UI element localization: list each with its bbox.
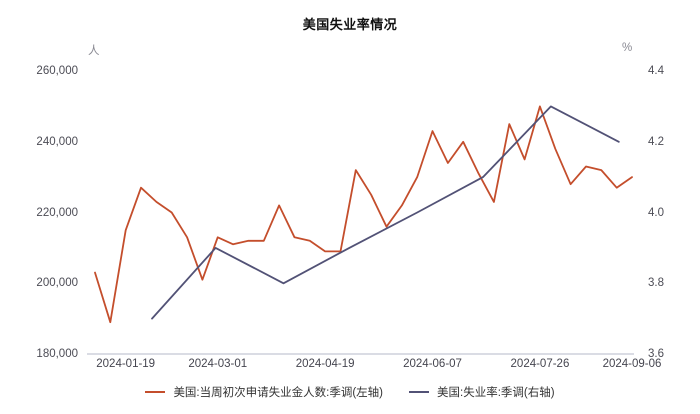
legend-item-unemployment: 美国:失业率:季调(右轴) [409,384,555,400]
legend-label-claims: 美国:当周初次申请失业金人数:季调(左轴) [173,387,383,399]
legend-item-claims: 美国:当周初次申请失业金人数:季调(左轴) [145,384,383,400]
x-axis-tick-label: 2024-07-26 [510,358,570,370]
right-axis-tick-label: 4.0 [648,206,664,219]
left-axis-tick-label: 240,000 [36,135,78,148]
x-axis-tick-label: 2024-03-01 [188,358,248,370]
right-axis-tick-label: 3.8 [648,277,664,290]
left-axis-unit-label: 人 [88,45,100,57]
right-axis-tick-label: 4.4 [648,65,664,77]
x-axis-tick-label: 2024-06-07 [403,358,462,370]
left-axis-tick-label: 200,000 [36,277,78,290]
left-axis-tick-label: 260,000 [36,65,78,77]
legend: 美国:当周初次申请失业金人数:季调(左轴) 美国:失业率:季调(右轴) [0,384,700,400]
left-axis-tick-label: 180,000 [36,348,78,360]
legend-label-unemployment: 美国:失业率:季调(右轴) [437,387,555,399]
x-axis-tick-label: 2024-04-19 [295,358,355,370]
x-axis-tick-label: 2024-01-19 [96,358,156,370]
x-axis-tick-label: 2024-09-06 [602,358,662,370]
unemployment-line-swatch [409,391,429,393]
claims-line-swatch [145,391,166,393]
right-axis-tick-label: 4.2 [648,135,664,148]
chart-title: 美国失业率情况 [302,17,398,32]
unemployment-rate-line [151,105,620,320]
claims-line [94,105,633,324]
right-axis-tick-label: 3.6 [648,348,664,360]
left-axis-tick-label: 220,000 [36,206,78,219]
right-axis-unit-label: % [622,42,633,54]
